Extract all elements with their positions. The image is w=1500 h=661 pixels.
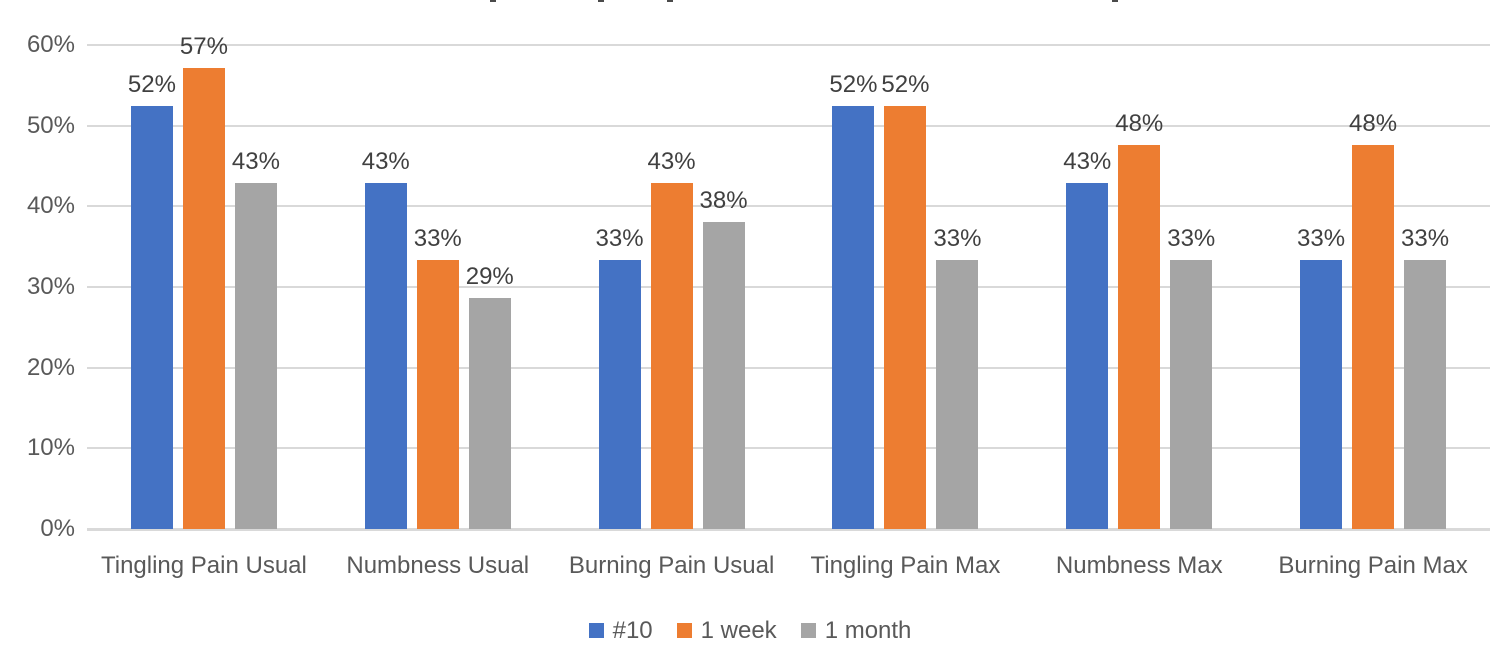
data-label: 33% xyxy=(933,225,982,253)
x-axis-category-label-numbness-max: Numbness Max xyxy=(1055,552,1223,579)
data-label: 29% xyxy=(465,263,514,291)
data-label: 33% xyxy=(413,225,462,253)
data-label: 33% xyxy=(595,225,644,253)
data-label: 52% xyxy=(127,71,176,99)
bar-1-month-numbness-max xyxy=(1170,260,1213,529)
data-label: 43% xyxy=(1063,147,1112,175)
y-gridline xyxy=(87,124,1490,127)
x-axis-category-label-tingling-pain-max: Tingling Pain Max xyxy=(810,552,1001,579)
bar-1-month-numbness-usual xyxy=(468,298,511,529)
bar--10-burning-pain-max xyxy=(1300,260,1343,529)
y-axis-tick-label: 10% xyxy=(26,434,75,462)
y-gridline xyxy=(87,44,1490,46)
x-axis-line xyxy=(87,528,1490,531)
legend-label: 1 week xyxy=(700,617,777,644)
x-axis-category-label-burning-pain-max: Burning Pain Max xyxy=(1278,552,1468,579)
y-gridline xyxy=(87,447,1490,450)
y-axis-tick-label: 60% xyxy=(26,31,75,58)
legend-label: #10 xyxy=(612,617,653,644)
legend-swatch-icon xyxy=(800,623,816,638)
bar--10-numbness-max xyxy=(1066,182,1109,529)
legend-item-1-week: 1 week xyxy=(676,616,777,645)
data-label: 43% xyxy=(361,147,410,175)
y-gridline xyxy=(87,205,1490,208)
data-label: 43% xyxy=(647,147,696,175)
y-gridline xyxy=(87,286,1490,288)
bar-1-month-burning-pain-usual xyxy=(702,221,745,529)
x-axis-category-label-burning-pain-usual: Burning Pain Usual xyxy=(568,552,775,579)
y-axis-tick-label: 40% xyxy=(26,192,75,220)
bar-1-week-tingling-pain-usual xyxy=(182,68,225,529)
bar-1-week-numbness-max xyxy=(1118,145,1161,529)
data-label: 52% xyxy=(881,71,930,99)
bar--10-numbness-usual xyxy=(364,182,407,529)
cropped-title-fragment xyxy=(667,0,673,2)
legend-label: 1 month xyxy=(824,617,912,644)
cropped-title-fragment xyxy=(490,0,496,2)
data-label: 48% xyxy=(1115,110,1164,138)
data-label: 52% xyxy=(829,71,878,99)
cropped-title-fragment xyxy=(598,0,604,2)
y-gridline xyxy=(87,366,1490,369)
bar-1-month-tingling-pain-max xyxy=(936,260,979,529)
legend-swatch-icon xyxy=(676,623,692,638)
data-label: 43% xyxy=(231,147,280,175)
legend-swatch-icon xyxy=(588,623,604,638)
bar-1-month-tingling-pain-usual xyxy=(234,182,277,529)
cropped-title-fragment xyxy=(1112,0,1118,2)
chart-legend: #10 1 week 1 month xyxy=(0,616,1500,645)
x-axis-category-label-tingling-pain-usual: Tingling Pain Usual xyxy=(100,552,307,579)
bar--10-tingling-pain-max xyxy=(832,106,875,529)
y-axis-tick-label: 30% xyxy=(26,273,75,300)
y-axis-tick-label: 0% xyxy=(40,515,75,542)
bar-1-week-numbness-usual xyxy=(416,260,459,529)
x-axis-category-label-numbness-usual: Numbness Usual xyxy=(346,552,530,579)
data-label: 38% xyxy=(699,186,748,214)
y-axis-tick-label: 50% xyxy=(26,111,75,139)
bar--10-tingling-pain-usual xyxy=(130,106,173,529)
y-axis-tick-label: 20% xyxy=(26,353,75,381)
data-label: 48% xyxy=(1349,110,1398,138)
bar--10-burning-pain-usual xyxy=(598,260,641,529)
data-label: 57% xyxy=(179,33,228,61)
bar-1-week-burning-pain-usual xyxy=(650,182,693,529)
data-label: 33% xyxy=(1297,225,1346,253)
bar-1-month-burning-pain-max xyxy=(1404,260,1447,529)
legend-item-1-month: 1 month xyxy=(800,616,912,645)
data-label: 33% xyxy=(1401,225,1450,253)
bar-1-week-burning-pain-max xyxy=(1352,145,1395,529)
bar-1-week-tingling-pain-max xyxy=(884,106,927,529)
data-label: 33% xyxy=(1167,225,1216,253)
legend-item--10: #10 xyxy=(588,616,653,645)
